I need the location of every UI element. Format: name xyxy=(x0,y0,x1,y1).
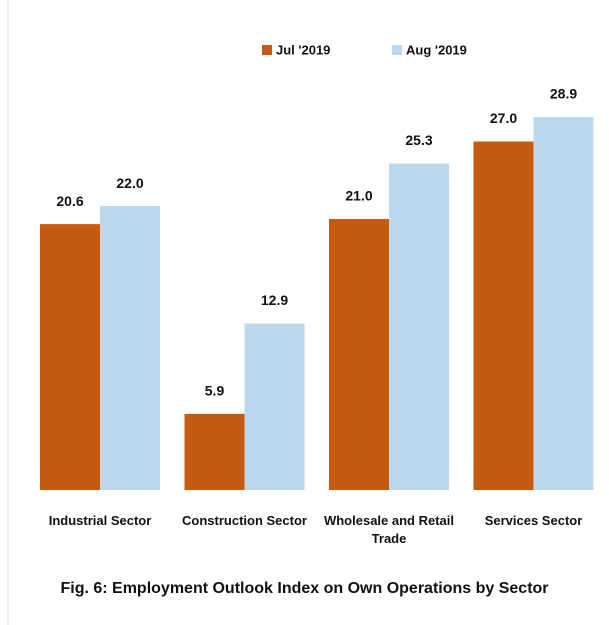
value-label: 28.9 xyxy=(550,86,577,102)
value-label: 12.9 xyxy=(261,292,288,308)
value-label: 5.9 xyxy=(205,383,225,399)
bar xyxy=(533,117,594,490)
value-label: 25.3 xyxy=(405,132,432,148)
x-tick-label: Services Sector xyxy=(484,513,583,528)
x-tick-label: Construction Sector xyxy=(182,513,307,528)
x-tick-label: Wholesale and Retail Trade xyxy=(323,513,455,546)
bar xyxy=(100,206,160,490)
legend-swatch xyxy=(392,45,402,55)
bar xyxy=(329,218,389,490)
bar xyxy=(389,163,449,490)
value-label: 22.0 xyxy=(116,175,143,191)
legend-swatch xyxy=(262,45,272,55)
value-label: 27.0 xyxy=(490,110,517,126)
bar xyxy=(244,323,305,490)
bar xyxy=(40,224,100,490)
legend-label: Jul '2019 xyxy=(276,42,330,57)
legend-label: Aug '2019 xyxy=(406,42,467,57)
bar xyxy=(184,413,245,490)
bar xyxy=(473,141,534,490)
chart-title: Fig. 6: Employment Outlook Index on Own … xyxy=(60,580,549,597)
value-label: 20.6 xyxy=(56,193,83,209)
x-tick-label: Industrial Sector xyxy=(48,513,152,528)
value-label: 21.0 xyxy=(345,188,372,204)
